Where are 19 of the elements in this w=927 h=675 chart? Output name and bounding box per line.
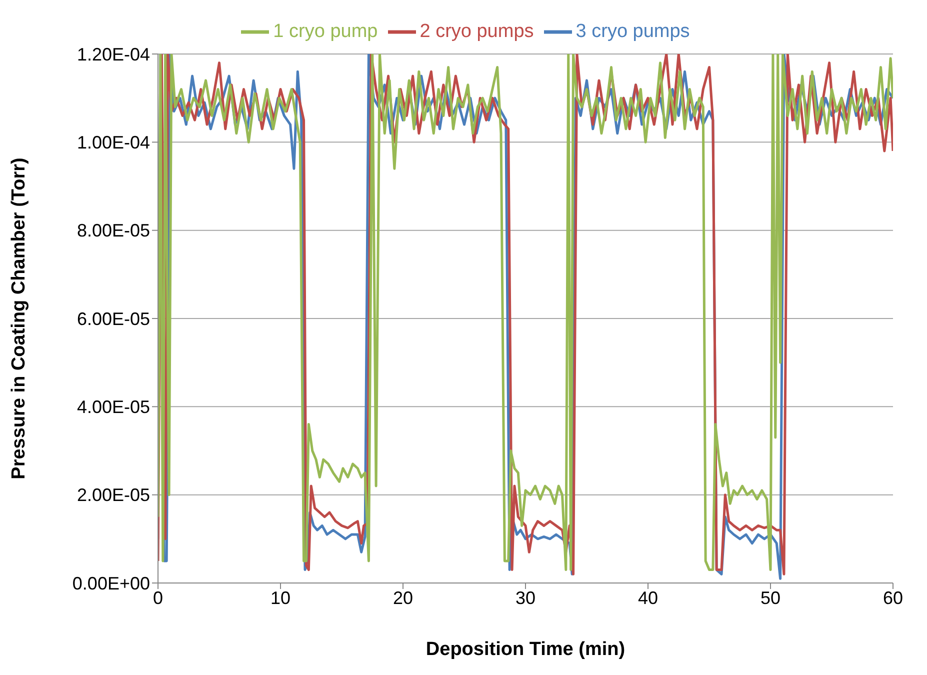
y-tick-label: 2.00E-05 <box>76 485 150 506</box>
y-tick-label: 1.20E-04 <box>76 44 150 64</box>
y-tick-label: 1.00E-04 <box>76 132 150 153</box>
y-axis-title: Pressure in Coating Chamber (Torr) <box>8 158 30 480</box>
legend-label: 1 cryo pump <box>273 21 378 42</box>
x-tick-label: 60 <box>882 588 904 608</box>
x-tick-label: 30 <box>515 588 536 608</box>
x-tick-label: 40 <box>638 588 658 608</box>
x-tick-label: 10 <box>270 588 291 608</box>
y-tick-label: 8.00E-05 <box>76 220 150 241</box>
x-tick-label: 0 <box>152 588 164 608</box>
y-tick-label: 0.00E+00 <box>72 573 150 594</box>
y-tick-label: 6.00E-05 <box>76 308 150 329</box>
y-tick-label: 4.00E-05 <box>76 397 150 418</box>
legend-label: 2 cryo pumps <box>420 21 534 42</box>
x-tick-label: 50 <box>760 588 781 608</box>
legend-label: 3 cryo pumps <box>576 21 690 42</box>
x-tick-label: 20 <box>392 588 414 608</box>
x-axis-title: Deposition Time (min) <box>426 639 626 660</box>
